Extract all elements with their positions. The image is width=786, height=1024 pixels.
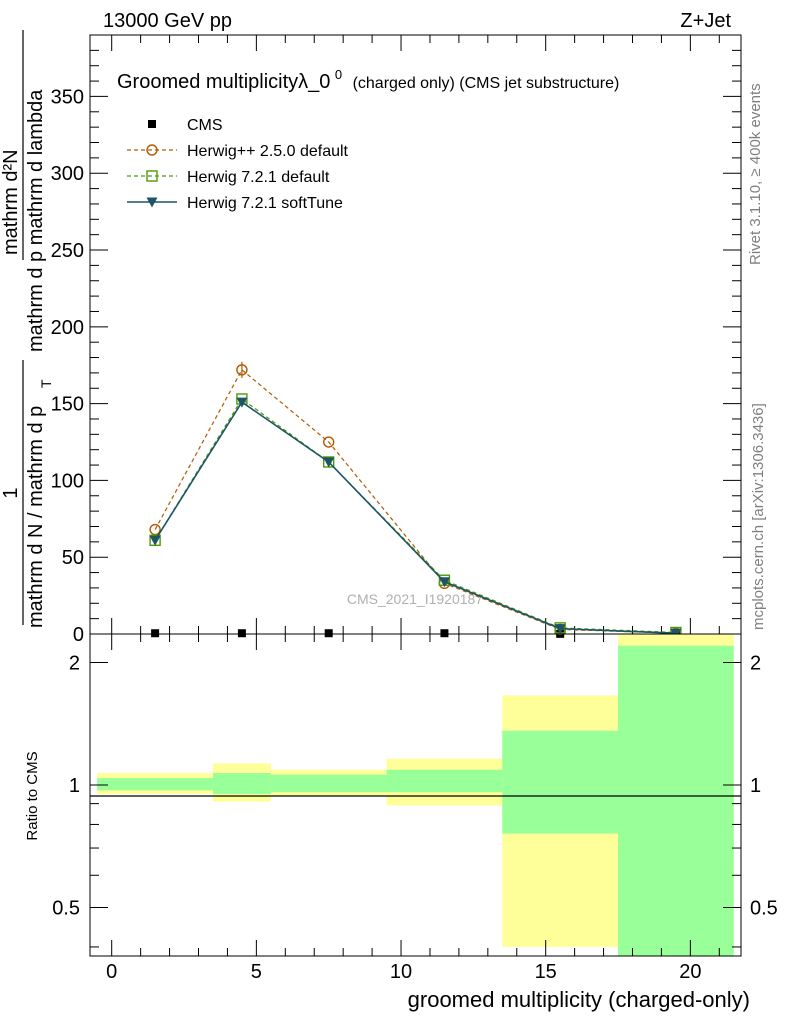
data-point	[554, 624, 566, 635]
header-process-label: Z+Jet	[680, 10, 731, 32]
ratio-y-tick-label-left: 1	[69, 775, 80, 797]
plot-title-main: Groomed multiplicityλ_0	[117, 71, 330, 93]
series-line	[154, 368, 676, 634]
ratio-axes: 0.5 0.5 1 1 2 2	[52, 653, 778, 956]
y-tick-label-zero: 0	[73, 624, 84, 646]
legend-label: Herwig 7.2.1 default	[187, 169, 330, 186]
x-tick-labels: 0 5 10 15 20	[106, 961, 701, 983]
ratio-y-axis-label: Ratio to CMS	[24, 751, 41, 840]
main-series	[149, 361, 682, 639]
y-label-one: 1	[0, 487, 22, 498]
data-point	[323, 436, 335, 448]
data-point	[149, 535, 161, 546]
ratio-panel: 0.5 0.5 1 1 2 2 Ratio to CMS	[24, 633, 778, 957]
legend-label: CMS	[187, 117, 223, 134]
ratio-band-green	[270, 774, 387, 793]
y-label-denominator-line2: mathrm d p mathrm d lambda	[25, 89, 47, 352]
ratio-y-tick-label-right: 1	[750, 775, 761, 797]
legend-label: Herwig++ 2.5.0 default	[187, 143, 349, 160]
y-tick-label: 300	[51, 163, 84, 185]
ratio-band-green	[502, 730, 619, 834]
series-line	[154, 400, 676, 635]
rivet-version-label: Rivet 3.1.10, ≥ 400k events	[747, 83, 764, 265]
data-point	[151, 629, 160, 638]
y-tick-label: 100	[51, 470, 84, 492]
legend-marker	[146, 170, 158, 182]
data-point	[236, 397, 248, 408]
y-tick-label: 150	[51, 394, 84, 416]
plot-title: Groomed multiplicityλ_0 0 (charged only)…	[117, 66, 619, 93]
legend-marker	[146, 197, 158, 208]
ratio-band-green	[386, 769, 503, 793]
data-point	[236, 364, 248, 376]
watermark: CMS_2021_I1920187	[347, 591, 483, 607]
x-axis-label: groomed multiplicity (charged-only)	[408, 987, 750, 1012]
legend-entry: Herwig 7.2.1 default	[127, 169, 330, 186]
main-y-axis-label: 1 mathrm d N / mathrm d p T mathrm d²N m…	[0, 30, 54, 628]
header-collision-label: 13000 GeV pp	[103, 10, 232, 32]
legend-entry: Herwig++ 2.5.0 default	[127, 143, 349, 160]
legend-label: Herwig 7.2.1 softTune	[187, 195, 343, 212]
y-tick-label: 250	[51, 240, 84, 262]
y-label-denominator-line1: mathrm d N / mathrm d p	[25, 406, 47, 628]
x-tick-label: 10	[390, 961, 412, 983]
x-tick-label: 5	[251, 961, 262, 983]
data-point	[237, 629, 246, 638]
y-label-denominator-sub: T	[38, 379, 54, 388]
ratio-y-tick-label-right: 0.5	[750, 897, 778, 919]
ratio-band-green	[212, 773, 271, 795]
legend-marker	[148, 120, 156, 128]
data-point	[440, 629, 449, 638]
legend-marker	[146, 144, 158, 156]
y-tick-label: 200	[51, 317, 84, 339]
data-point	[149, 523, 161, 536]
data-point	[323, 457, 335, 468]
ratio-y-tick-label-left: 0.5	[52, 897, 80, 919]
data-point	[438, 577, 450, 588]
data-point	[324, 629, 333, 638]
plot-title-suffix: (charged only) (CMS jet substructure)	[353, 75, 620, 92]
ratio-band-green	[618, 645, 734, 956]
mcplots-credit-label: mcplots.cern.ch [arXiv:1306.3436]	[750, 403, 767, 630]
y-tick-label: 350	[51, 86, 84, 108]
y-tick-label: 50	[62, 547, 84, 569]
y-label-numerator: mathrm d²N	[0, 149, 22, 255]
x-tick-label: 15	[535, 961, 557, 983]
ratio-y-tick-label-left: 2	[69, 653, 80, 675]
x-tick-label: 0	[106, 961, 117, 983]
legend: CMS Herwig++ 2.5.0 default Herwig 7.2.1 de…	[127, 117, 349, 212]
ratio-y-tick-label-right: 2	[750, 653, 761, 675]
ratio-band-green	[97, 778, 213, 791]
ratio-panel-frame	[89, 633, 742, 957]
legend-entry: CMS	[148, 117, 223, 134]
plot-title-superscript: 0	[335, 67, 342, 82]
legend-entry: Herwig 7.2.1 softTune	[127, 195, 343, 212]
main-axes: 50 100 150 200 250 300 350 0	[51, 35, 741, 650]
ratio-bands	[97, 634, 734, 956]
x-tick-label: 20	[679, 961, 701, 983]
